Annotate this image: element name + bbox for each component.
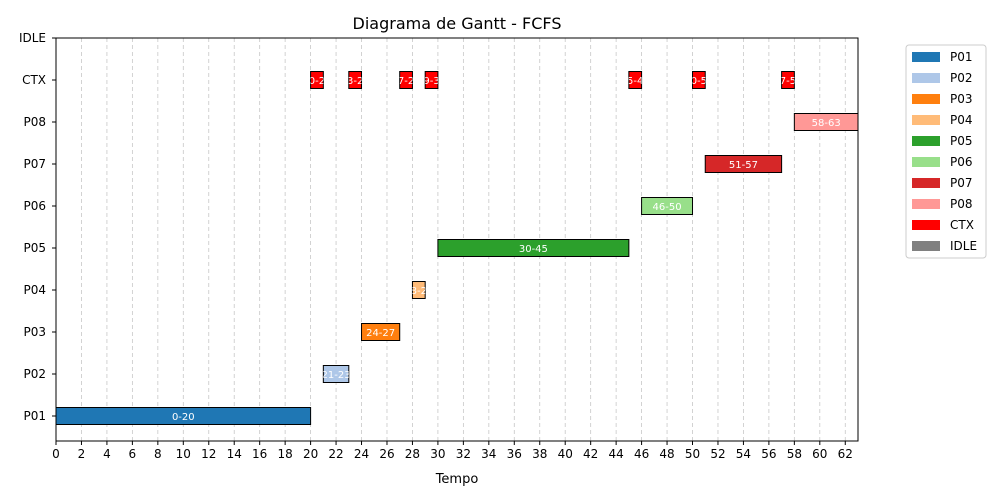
y-tick-label: P05 xyxy=(23,241,46,255)
x-tick-label: 50 xyxy=(685,447,700,461)
legend-label-p05: P05 xyxy=(950,134,973,148)
task-label: 45-46 xyxy=(621,76,650,87)
y-tick-label: P01 xyxy=(23,409,46,423)
legend-swatch-p04 xyxy=(912,115,940,125)
task-bar-p05 xyxy=(437,239,630,257)
x-tick-label: 60 xyxy=(812,447,827,461)
task-bar-ctx xyxy=(399,71,413,89)
legend-swatch-p07 xyxy=(912,178,940,188)
task-label: 57-58 xyxy=(773,76,802,87)
x-tick-label: 10 xyxy=(176,447,191,461)
x-tick-label: 0 xyxy=(52,447,60,461)
task-label: 29-30 xyxy=(417,76,446,87)
task-label: 27-28 xyxy=(392,76,421,87)
y-tick-label: P04 xyxy=(23,283,46,297)
legend: P01 P02 P03 P04 P05 P06 P07 P08 CTX IDLE xyxy=(905,44,987,259)
y-tick-label: P03 xyxy=(23,325,46,339)
x-tick-label: 30 xyxy=(430,447,445,461)
legend-swatch-p02 xyxy=(912,73,940,83)
legend-label-p02: P02 xyxy=(950,71,973,85)
legend-label-p01: P01 xyxy=(950,50,973,64)
legend-label-p07: P07 xyxy=(950,176,973,190)
x-tick-label: 18 xyxy=(278,447,293,461)
x-tick-label: 20 xyxy=(303,447,318,461)
legend-swatch-p01 xyxy=(912,52,940,62)
x-tick-label: 22 xyxy=(328,447,343,461)
x-tick-label: 4 xyxy=(103,447,111,461)
y-tick-label: P08 xyxy=(23,115,46,129)
task-label: 51-57 xyxy=(729,160,758,171)
task-bar-p06 xyxy=(641,197,694,215)
task-label: 21-23 xyxy=(322,370,351,381)
legend-label-p04: P04 xyxy=(950,113,973,127)
task-label: 0-20 xyxy=(172,412,195,423)
task-bar-ctx xyxy=(348,71,363,89)
x-tick-label: 28 xyxy=(405,447,420,461)
legend-swatch-p03 xyxy=(912,94,940,104)
x-tick-label: 32 xyxy=(456,447,471,461)
task-bar-ctx xyxy=(628,71,643,89)
x-tick-label: 36 xyxy=(507,447,522,461)
task-bar-ctx xyxy=(310,71,324,89)
y-tick-label: P02 xyxy=(23,367,46,381)
x-tick-label: 2 xyxy=(78,447,86,461)
x-tick-label: 16 xyxy=(252,447,267,461)
x-tick-label: 38 xyxy=(532,447,547,461)
legend-swatch-idle xyxy=(912,241,940,251)
legend-label-p08: P08 xyxy=(950,197,973,211)
y-tick-label: P07 xyxy=(23,157,46,171)
legend-label-idle: IDLE xyxy=(950,239,977,253)
x-tick-label: 26 xyxy=(379,447,394,461)
legend-label-p03: P03 xyxy=(950,92,973,106)
x-tick-label: 24 xyxy=(354,447,369,461)
task-label: 23-24 xyxy=(341,76,370,87)
y-tick-label: CTX xyxy=(22,73,46,87)
x-tick-label: 58 xyxy=(787,447,802,461)
chart-title: Diagrama de Gantt - FCFS xyxy=(353,14,562,33)
x-tick-label: 44 xyxy=(608,447,623,461)
task-label: 28-29 xyxy=(404,286,433,297)
plot-frame xyxy=(55,37,859,442)
y-tick-label: IDLE xyxy=(19,31,46,45)
x-tick-label: 52 xyxy=(710,447,725,461)
legend-swatch-p05 xyxy=(912,136,940,146)
legend-swatch-p06 xyxy=(912,157,940,167)
task-bar-p02 xyxy=(322,365,350,383)
x-tick-label: 46 xyxy=(634,447,649,461)
task-label: 50-51 xyxy=(684,76,713,87)
legend-label-ctx: CTX xyxy=(950,218,974,232)
task-label: 30-45 xyxy=(519,244,548,255)
x-tick-label: 14 xyxy=(227,447,242,461)
x-tick-label: 12 xyxy=(201,447,216,461)
legend-label-p06: P06 xyxy=(950,155,973,169)
task-bar-p04 xyxy=(411,281,426,299)
task-label: 20-21 xyxy=(302,76,331,87)
x-tick-label: 6 xyxy=(129,447,137,461)
x-tick-label: 8 xyxy=(154,447,162,461)
task-label: 24-27 xyxy=(366,328,395,339)
x-tick-label: 56 xyxy=(761,447,776,461)
y-tick-label: P06 xyxy=(23,199,46,213)
task-bar-ctx xyxy=(781,71,795,89)
x-tick-label: 62 xyxy=(838,447,853,461)
task-bar-p03 xyxy=(361,323,401,341)
task-label: 46-50 xyxy=(653,202,682,213)
x-tick-label: 48 xyxy=(659,447,674,461)
task-bar-ctx xyxy=(692,71,706,89)
task-bar-p07 xyxy=(704,155,783,173)
legend-swatch-p08 xyxy=(912,199,940,209)
task-bar-ctx xyxy=(424,71,439,89)
x-axis-label: Tempo xyxy=(435,472,479,487)
plot-area: 0-20 20-21 21-23 23-24 24-27 27-28 28-29 29-30 3… xyxy=(19,31,859,461)
task-label: 58-63 xyxy=(812,118,841,129)
x-tick-label: 34 xyxy=(481,447,496,461)
legend-swatch-ctx xyxy=(912,220,940,230)
x-tick-label: 42 xyxy=(583,447,598,461)
x-tick-label: 40 xyxy=(558,447,573,461)
x-tick-label: 54 xyxy=(736,447,751,461)
